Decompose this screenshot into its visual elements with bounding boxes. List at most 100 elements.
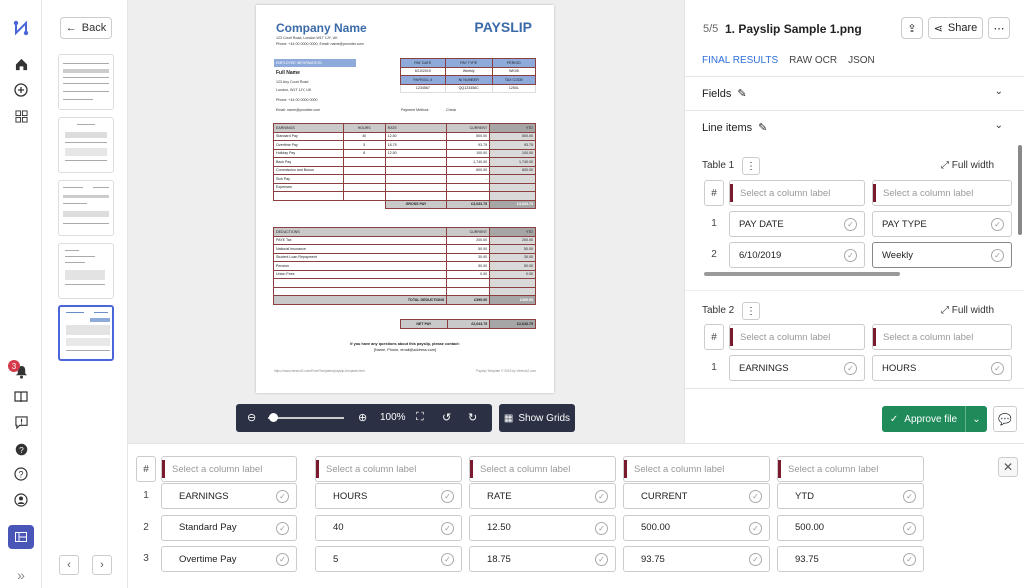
check-icon[interactable]: ✓ [903,521,916,535]
bottom-table-cell[interactable]: Overtime Pay ✓ [161,546,297,572]
bottom-table-cell[interactable]: 500.00 ✓ [777,514,924,541]
check-icon[interactable]: ✓ [749,490,762,503]
table1-menu-button[interactable]: ⋮ [742,157,760,175]
check-icon[interactable]: ✓ [991,362,1004,375]
table2-cell[interactable]: HOURS ✓ [872,355,1012,381]
page-thumbnail-3[interactable] [58,180,114,236]
user-icon[interactable] [11,490,31,510]
bottom-column-label-select[interactable]: Select a column label [469,456,616,482]
panel-vertical-scrollbar[interactable] [1018,145,1022,235]
check-icon[interactable]: ✓ [595,490,608,503]
check-icon[interactable]: ✓ [749,553,762,566]
page-thumbnail-5[interactable] [58,305,114,361]
table1-cell[interactable]: PAY DATE ✓ [729,211,865,237]
check-icon[interactable]: ✓ [276,521,289,535]
check-icon[interactable]: ✓ [844,249,857,262]
bottom-column-label-select[interactable]: Select a column label [161,456,297,482]
home-icon[interactable] [11,54,31,74]
bottom-table-cell[interactable]: 5 ✓ [315,546,462,572]
check-icon[interactable]: ✓ [991,249,1004,262]
tab-json[interactable]: JSON [848,55,875,66]
check-icon[interactable]: ✓ [276,490,289,503]
comment-button[interactable]: 💬 [993,406,1017,432]
help-icon[interactable]: ? [11,439,31,459]
document-icon[interactable] [8,525,34,549]
question-icon[interactable]: ? [11,464,31,484]
bottom-table-cell[interactable]: 500.00 ✓ [623,514,770,541]
fields-section[interactable]: Fields ✎ ⌄ [685,76,1024,110]
check-icon[interactable]: ✓ [844,218,857,231]
table1-cell[interactable]: PAY TYPE ✓ [872,211,1012,237]
zoom-slider-knob[interactable] [269,413,278,422]
expand-icon[interactable]: » [17,567,25,583]
table2-full-width-button[interactable]: ⤢ Full width [941,305,994,316]
table1-column-label-select[interactable]: Select a column label [872,180,1012,206]
bottom-column-label-select[interactable]: Select a column label [315,456,462,482]
check-icon[interactable]: ✓ [441,490,454,503]
page-thumbnail-1[interactable] [58,54,114,110]
check-icon[interactable]: ✓ [276,553,289,566]
bottom-table-cell[interactable]: 12.50 ✓ [469,514,616,541]
book-icon[interactable] [11,387,31,407]
rotate-right-icon[interactable]: ↻ [468,412,478,424]
check-icon[interactable]: ✓ [844,362,857,375]
share-button[interactable]: ⋖ Share [928,17,983,39]
rotate-left-icon[interactable]: ↺ [442,412,452,424]
bottom-table-cell[interactable]: YTD ✓ [777,483,924,509]
table1-horizontal-scrollbar[interactable] [704,272,900,276]
bottom-table-cell[interactable]: EARNINGS ✓ [161,483,297,509]
show-grids-button[interactable]: ▦ Show Grids [499,404,575,432]
pencil-icon[interactable]: ✎ [737,88,747,100]
bottom-column-label-select[interactable]: Select a column label [777,456,924,482]
prev-page-button[interactable]: ‹ [59,555,79,575]
bottom-table-cell[interactable]: 40 ✓ [315,514,462,541]
bottom-column-label-select[interactable]: Select a column label [623,456,770,482]
table1-cell[interactable]: Weekly ✓ [872,242,1012,268]
zoom-in-icon[interactable]: ⊕ [358,412,368,424]
feedback-icon[interactable] [11,412,31,432]
check-icon[interactable]: ✓ [595,553,608,566]
page-thumbnail-2[interactable] [58,117,114,173]
plus-circle-icon[interactable] [11,80,31,100]
pencil-icon[interactable]: ✎ [758,122,768,134]
zoom-slider[interactable] [268,417,344,419]
line-items-section[interactable]: Line items ✎ ⌄ [685,110,1024,144]
bottom-table-cell[interactable]: 93.75 ✓ [777,546,924,572]
check-icon[interactable]: ✓ [991,218,1004,231]
tab-final-results[interactable]: FINAL RESULTS [702,55,779,66]
check-icon[interactable]: ✓ [903,490,916,503]
check-icon[interactable]: ✓ [441,521,454,535]
next-page-button[interactable]: › [92,555,112,575]
table2-column-label-select[interactable]: Select a column label [872,324,1012,350]
check-icon[interactable]: ✓ [903,553,916,566]
table1-column-label-select[interactable]: Select a column label [729,180,865,206]
approve-file-button[interactable]: ✓ Approve file ⌄ [882,406,987,432]
apps-icon[interactable] [11,106,31,126]
back-button[interactable]: ← Back [60,17,112,39]
page-thumbnail-4[interactable] [58,243,114,299]
logo-icon[interactable] [11,18,31,38]
table1-full-width-button[interactable]: ⤢ Full width [941,160,994,171]
check-icon[interactable]: ✓ [749,521,762,535]
download-button[interactable]: ⇪ [901,17,923,39]
table2-cell[interactable]: EARNINGS ✓ [729,355,865,381]
table1-cell[interactable]: 6/10/2019 ✓ [729,242,865,268]
bottom-table-cell[interactable]: 93.75 ✓ [623,546,770,572]
fit-screen-icon[interactable]: ⛶ [416,411,424,423]
table2-column-label-select[interactable]: Select a column label [729,324,865,350]
bottom-table-cell[interactable]: CURRENT ✓ [623,483,770,509]
bottom-table-cell[interactable]: 18.75 ✓ [469,546,616,572]
check-icon[interactable]: ✓ [595,521,608,535]
table2-menu-button[interactable]: ⋮ [742,302,760,320]
more-options-button[interactable]: ⋯ [988,17,1010,39]
approve-dropdown-chevron-icon[interactable]: ⌄ [965,406,987,432]
check-icon[interactable]: ✓ [441,553,454,566]
chevron-down-icon[interactable]: ⌄ [994,120,1003,131]
tab-raw-ocr[interactable]: RAW OCR [789,55,838,66]
bottom-table-cell[interactable]: Standard Pay ✓ [161,514,297,541]
bottom-table-cell[interactable]: RATE ✓ [469,483,616,509]
close-table-button[interactable]: ✕ [998,457,1018,477]
chevron-down-icon[interactable]: ⌄ [994,86,1003,97]
zoom-out-icon[interactable]: ⊖ [247,412,257,424]
bottom-table-cell[interactable]: HOURS ✓ [315,483,462,509]
